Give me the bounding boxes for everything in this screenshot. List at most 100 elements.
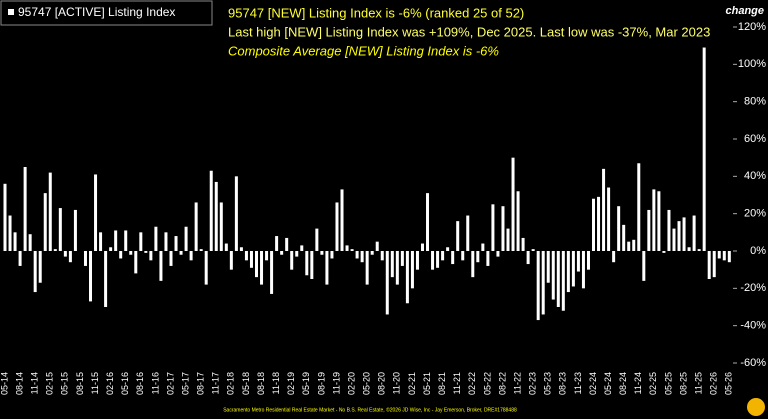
- source: Sacramento Metro Residential Real Estate…: [223, 406, 517, 413]
- x-tick-label: 05-24: [603, 372, 613, 395]
- x-tick-label: 08-19: [316, 372, 326, 395]
- bar: [68, 251, 72, 263]
- x-tick-label: 11-20: [392, 372, 402, 394]
- x-tick-label: 02-23: [528, 372, 538, 395]
- bar: [325, 251, 329, 285]
- x-tick-label: 02-16: [105, 372, 115, 395]
- bar: [637, 163, 641, 251]
- bar: [456, 221, 460, 251]
- bar: [360, 251, 364, 263]
- bar: [697, 249, 701, 251]
- bar: [219, 202, 223, 251]
- bar: [229, 251, 233, 270]
- bar: [300, 245, 304, 251]
- bar: [541, 251, 545, 315]
- bar: [531, 249, 535, 251]
- bar: [355, 251, 359, 259]
- x-tick-label: 02-18: [226, 372, 236, 395]
- bar: [129, 251, 133, 255]
- bar: [249, 251, 253, 268]
- bar: [586, 251, 590, 270]
- bar: [446, 247, 450, 251]
- bar: [390, 251, 394, 278]
- legend-swatch: [8, 9, 14, 15]
- x-tick-label: 11-25: [694, 372, 704, 394]
- x-tick-label: 11-16: [150, 372, 160, 394]
- bar: [114, 230, 118, 251]
- bar: [209, 170, 213, 251]
- y-tick-label: 0%: [750, 245, 766, 257]
- bar: [476, 251, 480, 263]
- bar: [571, 251, 575, 287]
- bar: [330, 251, 334, 259]
- bar: [451, 251, 455, 265]
- x-tick-label: 11-19: [331, 372, 341, 394]
- legend-label: 95747 [ACTIVE] Listing Index: [18, 5, 175, 19]
- x-tick-label: 02-20: [346, 372, 356, 395]
- bar: [471, 251, 475, 278]
- logo: [747, 398, 765, 416]
- bar: [632, 239, 636, 251]
- x-tick-label: 02-17: [165, 372, 175, 395]
- bar: [244, 251, 248, 261]
- bar: [270, 251, 274, 294]
- x-tick-label: 02-15: [45, 372, 55, 395]
- bar: [154, 226, 158, 251]
- x-tick-label: 05-21: [422, 372, 432, 395]
- bar: [33, 251, 37, 293]
- bar: [290, 251, 294, 270]
- bar: [692, 215, 696, 251]
- bar: [310, 251, 314, 279]
- x-tick-label: 11-14: [30, 372, 40, 394]
- bar: [164, 232, 168, 251]
- x-tick-label: 08-24: [618, 372, 628, 395]
- bar: [214, 181, 218, 251]
- bar: [576, 251, 580, 272]
- bar: [104, 251, 108, 307]
- bar: [13, 232, 17, 251]
- bar: [436, 251, 440, 268]
- bar: [149, 251, 153, 261]
- bar: [375, 241, 379, 251]
- bar: [119, 251, 123, 259]
- bar: [38, 251, 42, 283]
- x-tick-label: 02-26: [709, 372, 719, 395]
- x-tick-label: 05-23: [543, 372, 553, 395]
- bar: [682, 217, 686, 251]
- y-tick-label: 120%: [738, 21, 766, 33]
- bar: [83, 251, 87, 266]
- bar: [667, 209, 671, 251]
- bar: [496, 251, 500, 257]
- bar: [134, 251, 138, 274]
- bar: [551, 251, 555, 300]
- x-tick-label: 05-22: [482, 372, 492, 395]
- bar: [385, 251, 389, 315]
- bar: [53, 249, 57, 251]
- bar: [345, 245, 349, 251]
- bar: [501, 206, 505, 251]
- bar: [526, 251, 530, 265]
- bar: [305, 251, 309, 276]
- y-tick-label: 60%: [744, 133, 766, 145]
- bar: [239, 247, 243, 251]
- bar: [73, 209, 77, 251]
- bar: [491, 204, 495, 251]
- bar: [617, 206, 621, 251]
- bar: [109, 247, 113, 251]
- bar: [169, 251, 173, 266]
- bar: [99, 232, 103, 251]
- bar: [265, 251, 269, 261]
- x-tick-label: 08-25: [678, 372, 688, 395]
- bar: [89, 251, 93, 302]
- x-tick-label: 08-18: [256, 372, 266, 395]
- bar: [652, 189, 656, 251]
- bar: [295, 251, 299, 257]
- bar: [622, 224, 626, 251]
- x-tick-label: 05-15: [60, 372, 70, 395]
- bar: [405, 251, 409, 304]
- bar: [43, 193, 47, 251]
- bar: [602, 168, 606, 251]
- x-tick-label: 08-21: [437, 372, 447, 395]
- bar: [174, 236, 178, 251]
- bar: [234, 176, 238, 251]
